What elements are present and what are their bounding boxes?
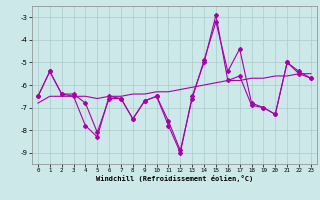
X-axis label: Windchill (Refroidissement éolien,°C): Windchill (Refroidissement éolien,°C) xyxy=(96,175,253,182)
